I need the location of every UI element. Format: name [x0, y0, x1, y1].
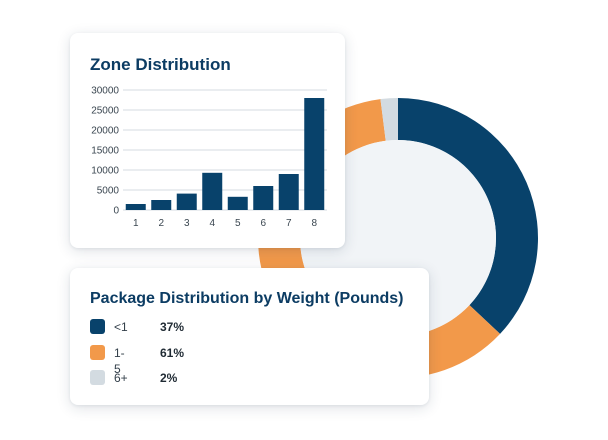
legend-swatch-under-1 [90, 319, 105, 334]
y-tick-label: 20000 [91, 126, 119, 137]
bar-zone-4 [202, 172, 223, 210]
legend-label: 6+ [114, 371, 128, 385]
legend-swatch-6-plus [90, 370, 105, 385]
y-tick-label: 25000 [91, 106, 119, 117]
zone-bar-chart: 30000 25000 20000 15000 10000 5000 0 1 2 3 4 5 6 7 8 [91, 86, 327, 229]
donut-slice-6-plus [380, 98, 398, 141]
zone-chart-title: Zone Distribution [90, 55, 231, 74]
x-tick-label: 7 [286, 218, 292, 229]
legend-label: 1-5 [114, 346, 125, 376]
bar-zone-1 [125, 204, 146, 210]
bar-zone-2 [151, 200, 172, 210]
y-tick-label: 0 [113, 206, 119, 217]
donut-slice-under-1 [398, 98, 538, 334]
zone-distribution-card: Zone Distribution 30000 25000 20000 15000 10… [70, 33, 345, 248]
legend-label: <1 [114, 320, 128, 334]
y-tick-label: 15000 [91, 146, 119, 157]
x-tick-label: 5 [235, 218, 241, 229]
legend-swatch-1-to-5 [90, 345, 105, 360]
x-tick-label: 2 [158, 218, 164, 229]
x-tick-label: 3 [184, 218, 190, 229]
x-tick-label: 4 [209, 218, 215, 229]
y-tick-label: 5000 [97, 186, 120, 197]
y-tick-label: 10000 [91, 166, 119, 177]
bar-zone-3 [176, 193, 197, 210]
bar-zone-5 [227, 196, 248, 210]
x-tick-label: 6 [260, 218, 266, 229]
bar-zone-6 [253, 186, 274, 210]
x-tick-label: 1 [133, 218, 139, 229]
bar-zone-7 [278, 174, 299, 210]
weight-distribution-card: Package Distribution by Weight (Pounds) … [70, 268, 429, 405]
legend-percent: 61% [160, 346, 185, 360]
y-tick-label: 30000 [91, 86, 119, 97]
legend-percent: 2% [160, 371, 178, 385]
bar-zone-8 [304, 98, 325, 210]
legend-percent: 37% [160, 320, 185, 334]
x-tick-label: 8 [311, 218, 317, 229]
weight-chart-title: Package Distribution by Weight (Pounds) [90, 290, 404, 307]
